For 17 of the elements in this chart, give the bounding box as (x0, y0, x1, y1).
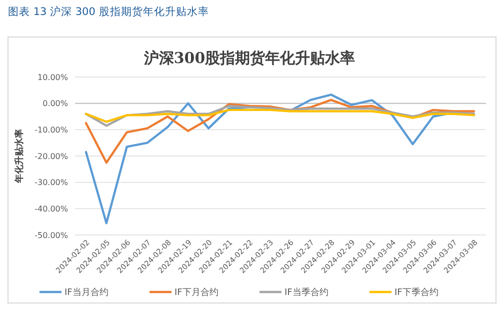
chart-subtitle: 图表 13 沪深 300 股指期货年化升贴水率 (8, 5, 209, 18)
y-axis-title: 年化升贴水率 (14, 129, 25, 184)
y-tick-label: -30.00% (34, 178, 68, 188)
y-tick-label: 0.00% (42, 99, 68, 108)
line-series (84, 108, 476, 123)
line-series (84, 98, 476, 164)
legend-label: IF当季合约 (284, 287, 328, 298)
line-series (84, 104, 476, 127)
y-tick-label: -40.00% (34, 204, 68, 214)
chart-title: 沪深300股指期货年化升贴水率 (142, 49, 356, 67)
legend-label: IF下季合约 (394, 287, 438, 298)
legend-label: IF当月合约 (64, 287, 108, 298)
legend-label: IF下月合约 (174, 287, 218, 298)
y-tick-label: -10.00% (34, 125, 68, 134)
y-tick-label: 10.00% (37, 72, 68, 82)
y-tick-label: -50.00% (34, 230, 68, 240)
y-tick-label: -20.00% (34, 152, 68, 161)
